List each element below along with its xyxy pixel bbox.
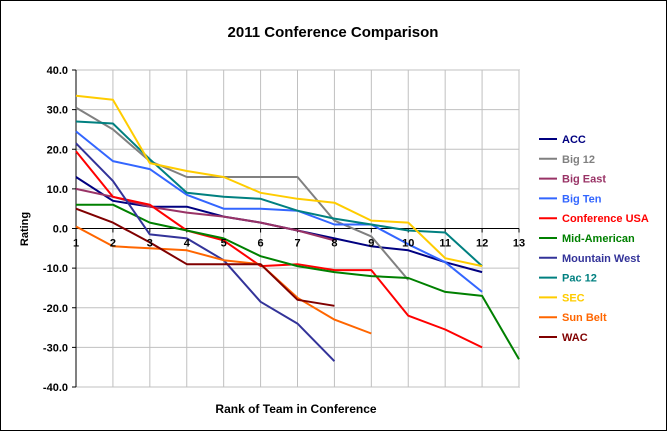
legend-label-sec: SEC bbox=[562, 292, 585, 304]
series-line-big-12 bbox=[75, 106, 410, 281]
series-line-sec bbox=[75, 94, 483, 268]
y-tick-label: -10.0 bbox=[43, 263, 68, 275]
legend-label-sun-belt: Sun Belt bbox=[562, 312, 607, 324]
legend-label-big-east: Big East bbox=[562, 174, 606, 186]
series-line-big-ten bbox=[75, 130, 483, 293]
legend-label-mid-american: Mid-American bbox=[562, 233, 635, 245]
y-axis-label: Rating bbox=[19, 212, 31, 246]
y-tick-label: 30.0 bbox=[47, 105, 68, 117]
x-tick-label: 6 bbox=[258, 238, 264, 250]
y-tick-label: 40.0 bbox=[47, 65, 68, 77]
x-tick-label: 11 bbox=[439, 238, 451, 250]
legend-label-mountain-west: Mountain West bbox=[562, 253, 640, 265]
x-tick-label: 10 bbox=[402, 238, 414, 250]
x-tick-label: 7 bbox=[294, 238, 300, 250]
series-line-mountain-west bbox=[75, 142, 336, 362]
x-tick-label: 13 bbox=[513, 238, 525, 250]
y-tick-label: 0.0 bbox=[53, 224, 68, 236]
y-tick-label: 20.0 bbox=[47, 144, 68, 156]
y-tick-label: -20.0 bbox=[43, 303, 68, 315]
legend-label-acc: ACC bbox=[562, 134, 586, 146]
chart-title: 2011 Conference Comparison bbox=[228, 24, 439, 41]
y-tick-label: -30.0 bbox=[43, 342, 68, 354]
x-tick-label: 5 bbox=[221, 238, 227, 250]
legend-label-conference-usa: Conference USA bbox=[562, 213, 649, 225]
series-line-sun-belt bbox=[75, 225, 372, 335]
x-tick-label: 9 bbox=[368, 238, 374, 250]
x-tick-label: 1 bbox=[73, 238, 79, 250]
legend-label-big-ten: Big Ten bbox=[562, 193, 602, 205]
series-line-conference-usa bbox=[75, 150, 483, 349]
y-tick-label: 10.0 bbox=[47, 184, 68, 196]
legend-label-wac: WAC bbox=[562, 332, 588, 344]
legend-label-big-12: Big 12 bbox=[562, 154, 595, 166]
legend-label-pac-12: Pac 12 bbox=[562, 273, 597, 285]
x-tick-label: 3 bbox=[147, 238, 153, 250]
y-tick-label: -40.0 bbox=[43, 382, 68, 394]
x-tick-label: 8 bbox=[331, 238, 337, 250]
x-axis-label: Rank of Team in Conference bbox=[215, 402, 376, 416]
x-tick-label: 2 bbox=[110, 238, 116, 250]
x-tick-label: 12 bbox=[476, 238, 488, 250]
legend: ACC Big 12 Big East Big Ten Conference USA Mi… bbox=[539, 134, 649, 344]
x-tick-label: 4 bbox=[184, 238, 191, 250]
series-line-wac bbox=[75, 207, 335, 307]
series-line-mid-american bbox=[76, 203, 520, 360]
